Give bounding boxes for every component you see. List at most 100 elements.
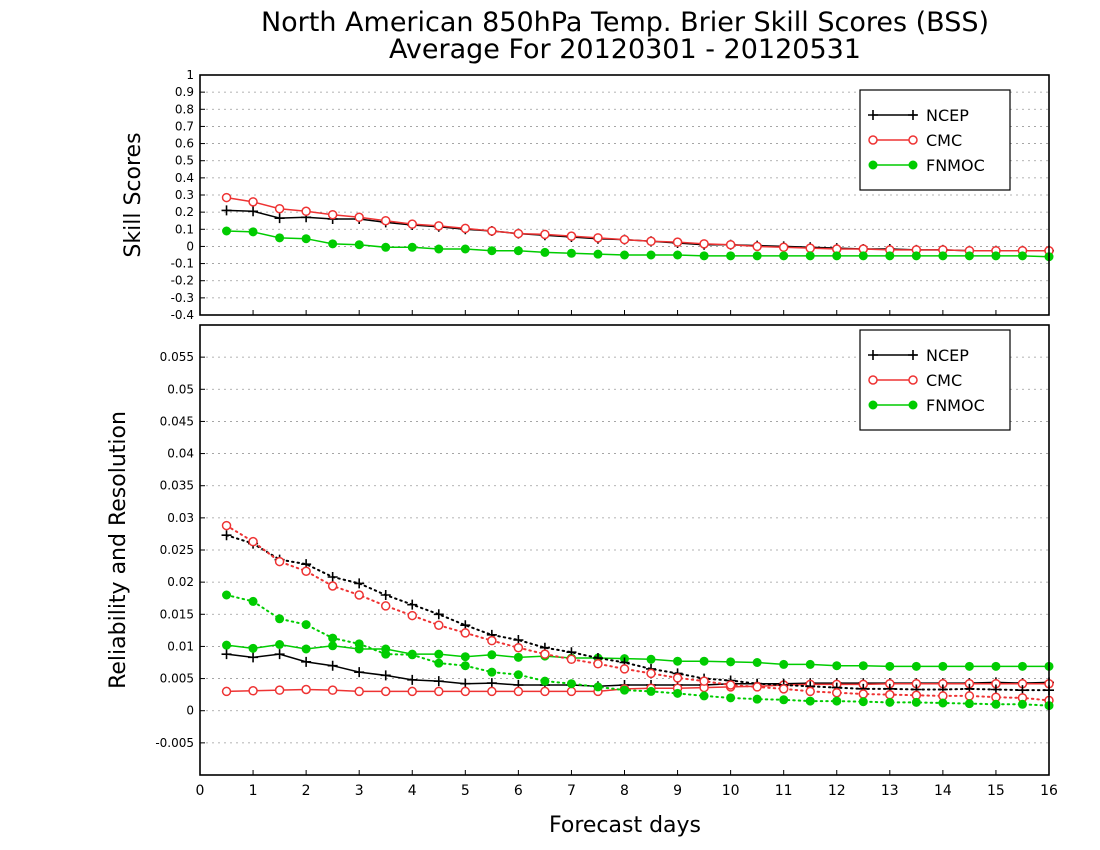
data-point-fnmoc-dotted [593,682,603,692]
data-point-fnmoc-dotted [805,696,815,706]
y-tick-label: 0.02 [167,575,194,589]
series-fnmoc-solid [222,226,1054,262]
y-tick-label: 0.8 [175,102,194,116]
data-point-cmc-dotted [752,682,762,692]
data-point-fnmoc-solid [487,246,497,256]
data-point-cmc-solid [327,209,338,220]
reliability-resolution-y-axis-label: Reliability and Resolution [106,411,131,689]
data-point-fnmoc-dotted [328,633,338,643]
skill-scores-panel: Skill Scores -0.4 -0.3 -0.2 -0.1 0 0.1 0.2 0.3 0… [121,68,1054,322]
data-point-cmc-dotted [540,649,550,659]
data-point-fnmoc-solid [513,246,523,256]
series-line-fnmoc-solid [226,230,1050,258]
data-point-fnmoc-dotted [1017,699,1027,709]
y-tick-label: 0.5 [175,154,194,168]
data-point-fnmoc-dotted [938,698,948,708]
y-tick-label: 0.1 [175,222,194,236]
data-point-cmc-solid [487,226,497,236]
data-point-cmc-dotted [407,610,417,621]
data-point-ncep-solid [380,670,391,681]
data-point-fnmoc-solid [752,658,762,667]
x-tick-label: 13 [881,783,899,799]
data-point-fnmoc-solid [1017,251,1027,261]
data-point-cmc-solid [646,236,656,247]
data-point-fnmoc-solid [381,242,391,252]
data-point-cmc-dotted [221,520,232,531]
data-point-cmc-solid [460,223,471,234]
series-line-cmc-dotted [225,524,1050,702]
legend-marker-cmc [868,375,878,385]
x-tick-label: 16 [1040,783,1058,799]
y-tick-label: 0.04 [167,447,194,461]
data-point-fnmoc-dotted [885,697,895,707]
data-point-fnmoc-dotted [566,679,576,689]
data-point-cmc-dotted [672,673,683,683]
data-point-fnmoc-solid [964,661,974,671]
data-point-ncep-dotted [221,530,232,541]
x-tick-label: 7 [567,783,576,799]
data-point-fnmoc-solid [487,650,497,660]
data-point-cmc-dotted [380,601,391,611]
legend-marker-cmc [868,135,878,145]
data-point-cmc-dotted [805,686,815,697]
y-tick-label: 0.05 [167,382,194,396]
data-point-ncep-solid [354,667,365,678]
data-point-ncep-dotted [354,578,365,589]
y-tick-label: 0.055 [160,350,194,364]
data-point-fnmoc-dotted [275,614,285,624]
data-point-fnmoc-dotted [381,649,391,659]
y-tick-label: 0.2 [175,205,194,219]
data-point-fnmoc-solid [858,251,868,261]
chart-title-line2: Average For 20120301 - 20120531 [389,34,861,65]
data-point-cmc-solid [221,192,232,203]
data-point-fnmoc-solid [779,659,789,669]
data-point-cmc-solid [354,686,364,697]
data-point-fnmoc-dotted [726,693,736,703]
data-point-cmc-dotted [646,668,656,679]
data-point-fnmoc-dotted [646,686,656,696]
data-point-ncep-solid [327,660,338,671]
data-point-cmc-dotted [487,635,497,646]
data-point-cmc-solid [301,206,311,217]
y-tick-label: 0.025 [160,543,194,557]
plot-frame [199,324,1050,776]
data-point-cmc-solid [407,219,417,229]
x-tick-label: 5 [461,783,470,799]
data-point-fnmoc-solid [275,233,285,243]
data-point-cmc-solid [672,237,683,247]
data-point-cmc-solid [434,221,444,231]
data-point-fnmoc-solid [301,234,311,244]
data-point-cmc-solid [566,231,577,241]
x-tick-label: 14 [934,783,952,799]
data-point-fnmoc-solid [699,251,709,261]
y-tick-label: 0.6 [175,137,194,151]
y-tick-label: -0.4 [171,308,194,322]
data-point-fnmoc-solid [354,240,364,250]
data-point-ncep-solid [221,649,232,660]
data-point-fnmoc-solid [938,251,948,261]
y-tick-label: 0 [186,704,194,718]
data-point-cmc-dotted [858,689,869,699]
y-tick-label: 0.035 [160,479,194,493]
data-point-cmc-dotted [832,687,842,698]
x-tick-label: 1 [249,783,258,799]
data-point-fnmoc-solid [911,251,921,261]
series-ncep-solid [221,205,1054,256]
y-tick-label: -0.3 [171,291,194,305]
data-point-fnmoc-dotted [832,696,842,706]
series-line-fnmoc-solid [226,643,1049,668]
series-line-cmc-solid [226,196,1049,252]
data-point-cmc-solid [540,229,550,240]
data-point-cmc-solid [434,686,444,697]
data-point-cmc-solid [380,686,391,697]
data-point-ncep-solid [486,678,497,689]
data-point-cmc-solid [513,686,524,697]
x-tick-label: 9 [673,783,682,799]
data-point-ncep-solid [274,649,285,660]
data-point-fnmoc-solid [699,656,709,666]
data-point-cmc-solid [487,686,497,697]
data-point-fnmoc-solid [460,244,470,254]
data-point-fnmoc-solid [673,656,683,666]
data-point-fnmoc-solid [911,661,921,671]
data-point-fnmoc-solid [222,640,232,650]
